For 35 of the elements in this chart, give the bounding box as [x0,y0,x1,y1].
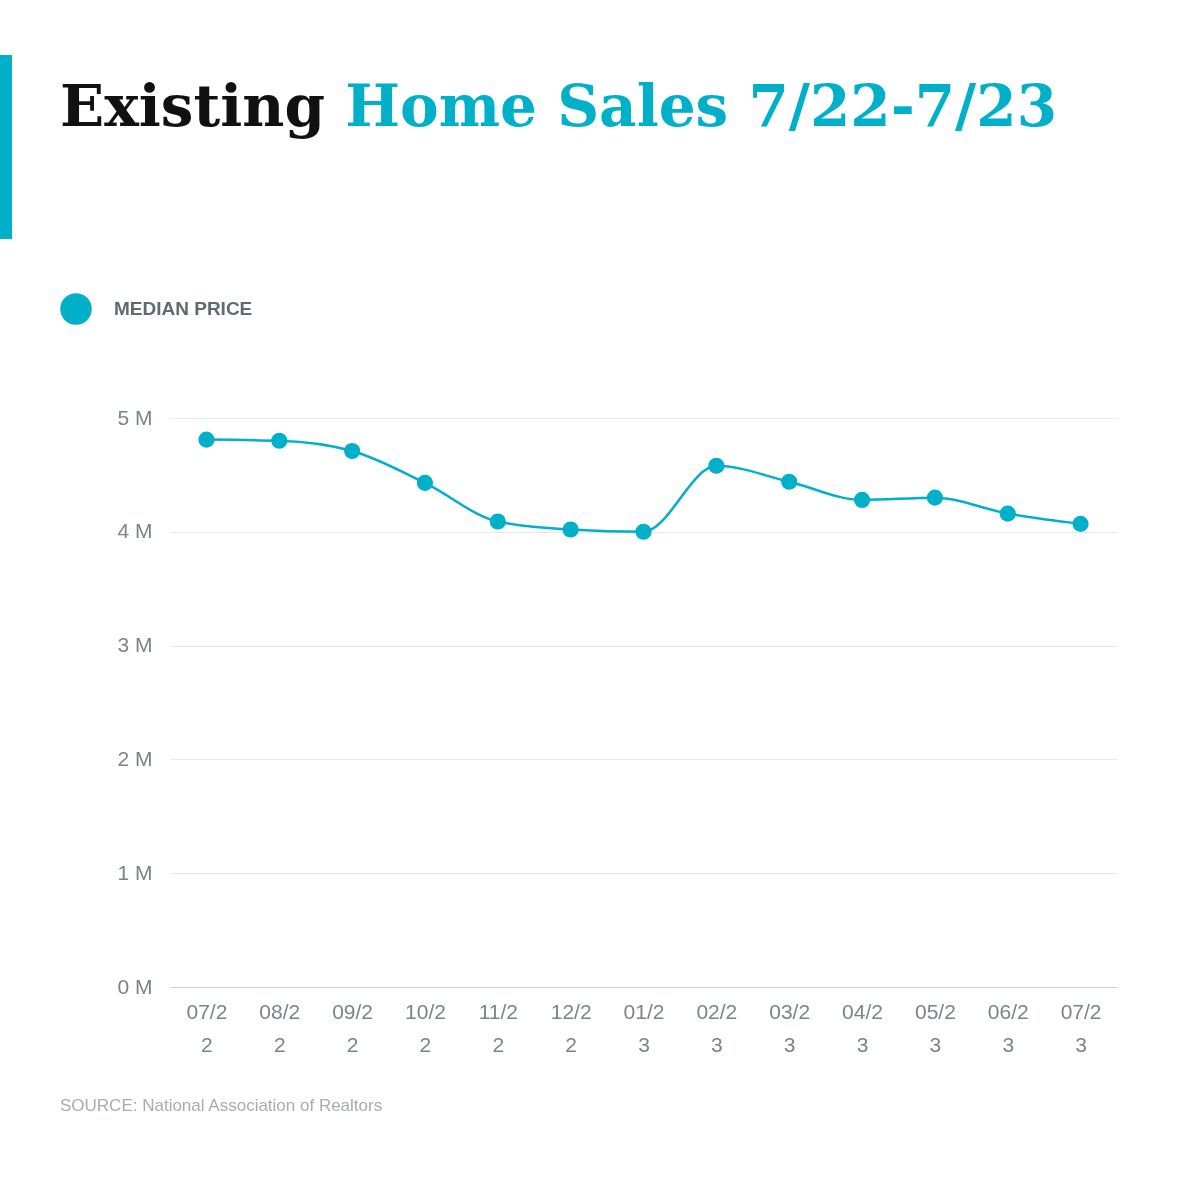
point [781,473,798,490]
x-tick-label: 07/23 [1060,999,1102,1056]
x-tick-label: 06/23 [987,999,1029,1056]
point [926,489,943,506]
chart-title: Existing Home Sales 7/22-7/23 [60,72,1057,140]
point [489,513,506,530]
y-tick-label: 2 M [117,746,153,770]
point [416,474,434,491]
x-tick-label: 09/22 [332,999,374,1056]
y-tick-label: 3 M [117,633,153,657]
x-tick-label: 07/22 [186,999,228,1056]
point [708,457,725,474]
point [635,523,652,540]
point [271,432,288,449]
source-note: SOURCE: National Association of Realtors [60,1096,383,1116]
point [1072,515,1089,532]
point [853,491,871,508]
x-tick-label: 05/23 [914,999,956,1056]
x-tick-label: 12/22 [550,999,592,1056]
x-tick-label: 04/23 [842,999,883,1056]
legend-label: MEDIAN PRICE [114,298,253,319]
y-tick-label: 0 M [117,974,153,998]
x-tick-label: 03/23 [769,999,811,1056]
x-tick-label: 02/23 [696,999,738,1056]
point [562,521,579,538]
y-tick-label: 4 M [117,519,153,543]
point [999,505,1016,522]
y-tick-label: 1 M [117,860,153,884]
x-tick-label: 08/22 [259,999,301,1056]
point [198,431,215,448]
x-tick-label: 11/22 [478,999,518,1056]
point [344,442,361,460]
x-tick-label: 10/22 [405,999,446,1056]
x-tick-label: 01/23 [623,999,665,1056]
y-tick-label: 5 M [117,405,153,429]
